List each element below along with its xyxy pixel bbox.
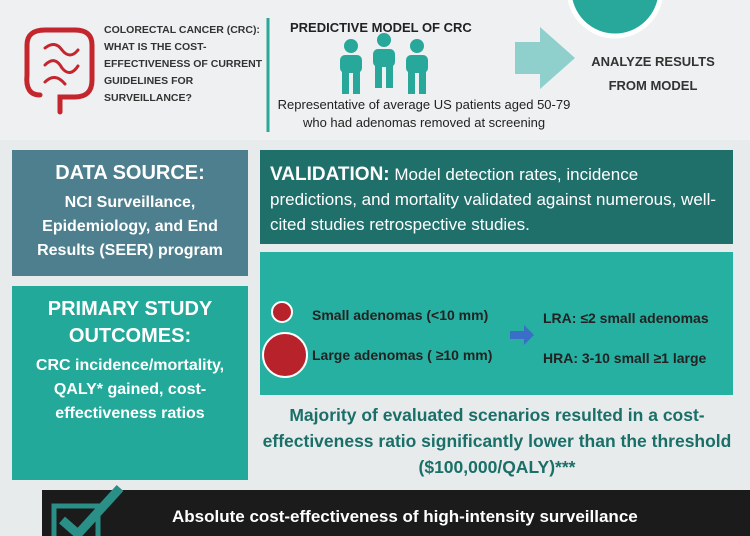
outcomes-text: CRC incidence/mortality, QALY* gained, c… <box>35 357 225 422</box>
check-icon <box>51 484 124 536</box>
outcomes-title: PRIMARY STUDY OUTCOMES: <box>47 298 213 347</box>
outcomes-box: PRIMARY STUDY OUTCOMES: CRC incidence/mo… <box>12 286 248 480</box>
conclusion-bar <box>42 490 750 536</box>
large-adenoma-icon <box>262 332 308 378</box>
question-title: COLORECTAL CANCER (CRC): <box>104 24 260 36</box>
logo-circle <box>567 0 663 39</box>
model-description: Representative of average US patients ag… <box>277 97 571 130</box>
top-graphics <box>24 0 663 132</box>
validation-box: VALIDATION: Model detection rates, incid… <box>260 150 733 244</box>
colon-icon <box>24 27 95 115</box>
model-title: PREDICTIVE MODEL OF CRC <box>290 20 472 35</box>
question: COLORECTAL CANCER (CRC): WHAT IS THE COS… <box>104 22 264 107</box>
data-source-box: DATA SOURCE: NCI Surveillance, Epidemiol… <box>12 150 248 276</box>
adenoma-arrow <box>510 325 534 345</box>
adenoma-graphics <box>262 301 534 378</box>
small-adenoma: Small adenomas (<10 mm) <box>312 307 489 323</box>
validation-text: Model detection rates, incidence predict… <box>270 165 717 234</box>
small-adenoma-icon <box>271 301 293 323</box>
data-source-title: DATA SOURCE: <box>55 162 205 184</box>
hra: HRA: 3-10 small ≥1 large <box>543 350 707 366</box>
people-icon <box>340 33 428 94</box>
next-step: ANALYZE RESULTS FROM MODEL <box>591 54 715 93</box>
adenoma-box <box>260 252 733 395</box>
validation-label: VALIDATION: <box>270 164 390 185</box>
arrow <box>515 27 575 89</box>
lra: LRA: ≤2 small adenomas <box>543 310 709 326</box>
conclusion: Absolute cost-effectiveness of high-inte… <box>172 507 638 526</box>
question-text: WHAT IS THE COST-EFFECTIVENESS OF CURREN… <box>104 41 263 104</box>
data-source-text: NCI Surveillance, Epidemiology, and End … <box>37 194 223 259</box>
result: Majority of evaluated scenarios resulted… <box>262 405 732 477</box>
large-adenoma: Large adenomas ( ≥10 mm) <box>312 347 493 363</box>
